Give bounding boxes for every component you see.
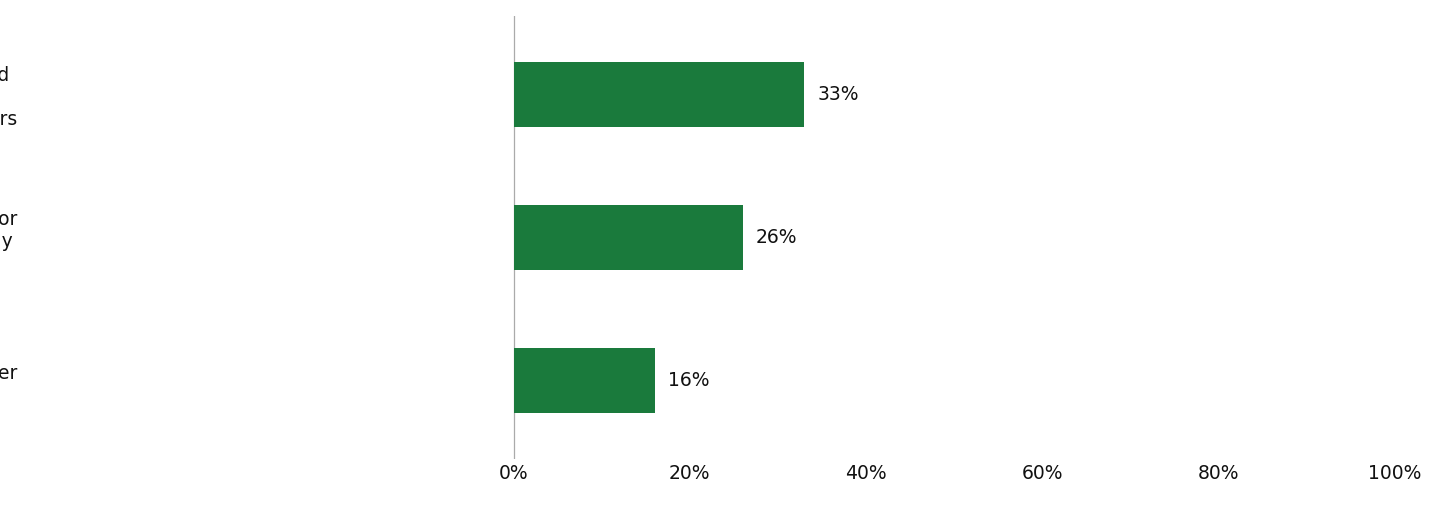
Bar [513,349,654,413]
Text: 33%: 33% [818,85,858,104]
Text: 26%: 26% [756,228,798,247]
Bar [513,205,742,270]
Bar [513,62,804,126]
Text: 16%: 16% [667,371,709,390]
